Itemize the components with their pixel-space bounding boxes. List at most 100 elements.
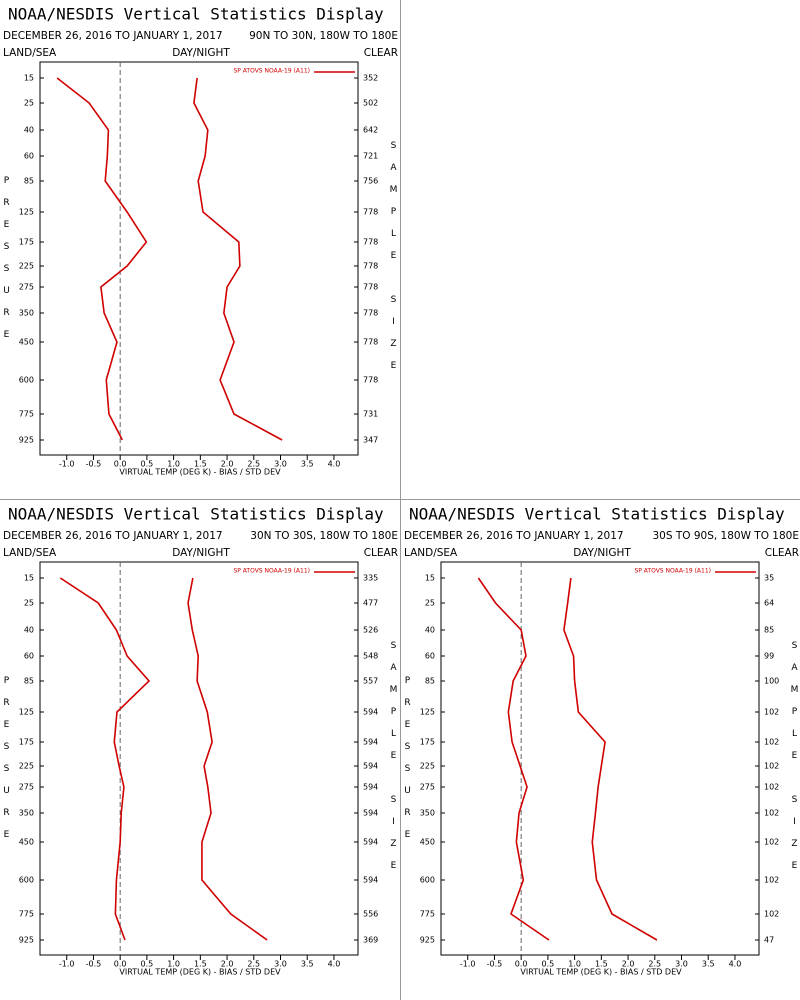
sample-size: 352 <box>363 74 378 83</box>
pressure-label: 600 <box>19 876 34 885</box>
sample-size: 102 <box>764 809 779 818</box>
day-night: DAY/NIGHT <box>172 547 230 559</box>
x-tick-label: 0.5 <box>542 960 555 969</box>
x-tick-label: -1.0 <box>59 960 75 969</box>
x-tick-label: -0.5 <box>487 960 503 969</box>
panel: NOAA/NESDIS Vertical Statistics Display D… <box>403 505 800 977</box>
x-tick-label: 0.5 <box>141 460 154 469</box>
x-tick-label: -1.0 <box>460 960 476 969</box>
sample-size: 548 <box>363 652 378 661</box>
sample-size: 721 <box>363 152 378 161</box>
x-tick-label: 3.0 <box>675 960 688 969</box>
profile-line <box>187 577 268 941</box>
sample-size: 778 <box>363 208 378 217</box>
x-tick-label: 1.5 <box>194 460 207 469</box>
x-tick-label: 3.0 <box>274 960 287 969</box>
sample-size: 778 <box>363 238 378 247</box>
sample-size: 102 <box>764 738 779 747</box>
profile-line <box>193 77 283 441</box>
plot-frame <box>440 561 760 956</box>
pressure-label: 350 <box>19 809 34 818</box>
region: 90N TO 30N, 180W TO 180E <box>249 30 398 42</box>
pressure-label: 225 <box>420 762 435 771</box>
sample-size: 594 <box>363 738 378 747</box>
clear: CLEAR <box>364 547 398 559</box>
x-tick-label: 4.0 <box>328 460 341 469</box>
pressure-label: 125 <box>19 708 34 717</box>
sample-size: 778 <box>363 338 378 347</box>
sample-size: 778 <box>363 376 378 385</box>
pressure-label: 15 <box>24 574 34 583</box>
sample-size: 64 <box>764 599 774 608</box>
panel: NOAA/NESDIS Vertical Statistics Display D… <box>2 5 399 477</box>
pressure-label: 175 <box>19 738 34 747</box>
x-tick-label: 2.5 <box>648 960 661 969</box>
profile-line <box>563 577 658 941</box>
sample-size: 102 <box>764 783 779 792</box>
legend-label: SP ATOVS NOAA-19 (A11) <box>634 568 711 575</box>
land-sea: LAND/SEA <box>3 47 57 59</box>
sample-size: 102 <box>764 762 779 771</box>
pressure-label: 40 <box>425 626 435 635</box>
sample-size: 502 <box>363 99 378 108</box>
sample-size: 594 <box>363 783 378 792</box>
pressure-label: 925 <box>420 936 435 945</box>
sample-size: 594 <box>363 708 378 717</box>
x-tick-label: 2.0 <box>221 460 234 469</box>
sample-size: 477 <box>363 599 378 608</box>
sample-size: 642 <box>363 126 378 135</box>
legend-label: SP ATOVS NOAA-19 (A11) <box>233 568 310 575</box>
date-range: DECEMBER 26, 2016 TO JANUARY 1, 2017 <box>3 530 223 542</box>
pressure-label: 925 <box>19 936 34 945</box>
x-axis-label: VIRTUAL TEMP (DEG K) - BIAS / STD DEV <box>119 468 281 477</box>
pressure-label: 350 <box>420 809 435 818</box>
pressure-label: 175 <box>19 238 34 247</box>
pressure-label: 40 <box>24 626 34 635</box>
pressure-label: 450 <box>19 838 34 847</box>
sample-size: 594 <box>363 838 378 847</box>
x-tick-label: 1.0 <box>167 460 180 469</box>
sample-size: 778 <box>363 309 378 318</box>
x-tick-label: 2.5 <box>247 960 260 969</box>
pressure-label: 60 <box>24 652 34 661</box>
pressure-label: 775 <box>19 910 34 919</box>
pressure-label: 450 <box>420 838 435 847</box>
pressure-label: 25 <box>425 599 435 608</box>
x-tick-label: 3.0 <box>274 460 287 469</box>
x-tick-label: 3.5 <box>301 960 314 969</box>
pressure-label: 775 <box>420 910 435 919</box>
y-axis-label: PRESSURE <box>2 676 12 852</box>
sample-size: 100 <box>764 677 779 686</box>
x-axis-label: VIRTUAL TEMP (DEG K) - BIAS / STD DEV <box>119 968 281 977</box>
date-range: DECEMBER 26, 2016 TO JANUARY 1, 2017 <box>404 530 624 542</box>
x-tick-label: 1.5 <box>194 960 207 969</box>
sample-size: 778 <box>363 283 378 292</box>
profile-line <box>56 77 148 441</box>
land-sea: LAND/SEA <box>3 547 57 559</box>
x-tick-label: 1.5 <box>595 960 608 969</box>
plot-frame <box>39 61 359 456</box>
pressure-label: 25 <box>24 99 34 108</box>
pressure-label: 175 <box>420 738 435 747</box>
x-axis-label: VIRTUAL TEMP (DEG K) - BIAS / STD DEV <box>520 968 682 977</box>
pressure-label: 275 <box>19 783 34 792</box>
x-tick-label: 2.0 <box>221 960 234 969</box>
pressure-label: 85 <box>24 677 34 686</box>
y-axis-label: PRESSURE <box>2 176 12 352</box>
sample-size: 556 <box>363 910 378 919</box>
y-axis-label: PRESSURE <box>403 676 413 852</box>
x-tick-label: 3.5 <box>301 460 314 469</box>
sample-size: 731 <box>363 410 378 419</box>
pressure-label: 925 <box>19 436 34 445</box>
x-tick-label: -0.5 <box>86 960 102 969</box>
legend-label: SP ATOVS NOAA-19 (A11) <box>233 68 310 75</box>
pressure-label: 275 <box>19 283 34 292</box>
pressure-label: 85 <box>425 677 435 686</box>
x-tick-label: 0.0 <box>114 460 127 469</box>
sample-size: 102 <box>764 910 779 919</box>
sample-size: 594 <box>363 809 378 818</box>
sample-size: 47 <box>764 936 774 945</box>
x-tick-label: 2.0 <box>622 960 635 969</box>
sample-size: 102 <box>764 838 779 847</box>
